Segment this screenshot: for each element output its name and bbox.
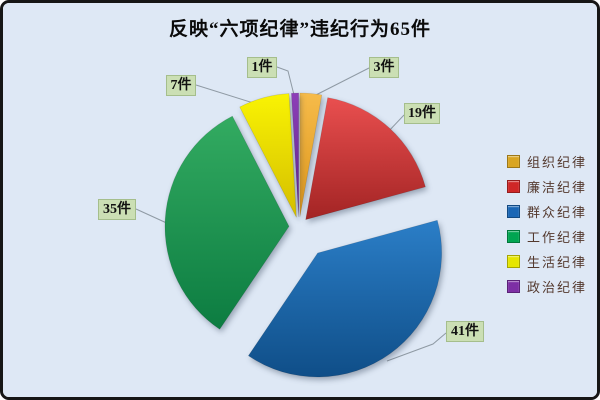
legend-swatch-icon	[507, 180, 520, 193]
chart-title: 反映“六项纪律”违纪行为65件	[168, 19, 431, 40]
pie-slice-1	[305, 97, 426, 221]
data-label-gongzuo: 35件	[98, 199, 136, 220]
legend-label: 群众纪律	[527, 205, 588, 220]
pie-slice-3	[164, 115, 290, 330]
legend-label: 政治纪律	[527, 280, 588, 295]
legend-item-shenghuo: 生活纪律	[507, 249, 587, 274]
legend: 组织纪律 廉洁纪律 群众纪律 工作纪律 生活纪律 政治纪律	[507, 149, 587, 299]
legend-swatch-icon	[507, 205, 520, 218]
legend-item-lianjie: 廉洁纪律	[507, 174, 587, 199]
pie-slice-5	[291, 92, 299, 218]
pie-slice-2	[247, 219, 442, 378]
data-label-lianjie: 19件	[404, 103, 440, 124]
callout-line-5	[276, 66, 296, 100]
legend-item-zhengzhi: 政治纪律	[507, 274, 587, 299]
legend-item-qunzhong: 群众纪律	[507, 199, 587, 224]
pie-chart	[135, 66, 447, 378]
legend-item-gongzuo: 工作纪律	[507, 224, 587, 249]
callout-line-2	[386, 332, 447, 362]
data-label-zuzhi: 3件	[369, 57, 399, 78]
legend-label: 工作纪律	[527, 230, 588, 245]
pie-slice-0	[299, 92, 323, 218]
data-label-qunzhong: 41件	[446, 321, 484, 342]
legend-label: 廉洁纪律	[527, 180, 588, 195]
data-label-shenghuo: 7件	[166, 75, 196, 96]
legend-swatch-icon	[507, 155, 520, 168]
legend-swatch-icon	[507, 280, 520, 293]
legend-label: 组织纪律	[527, 155, 588, 170]
legend-item-zuzhi: 组织纪律	[507, 149, 587, 174]
callout-line-0	[309, 67, 370, 99]
legend-swatch-icon	[507, 230, 520, 243]
pie-slice-4	[239, 93, 297, 218]
legend-label: 生活纪律	[527, 255, 588, 270]
legend-swatch-icon	[507, 255, 520, 268]
data-label-zhengzhi: 1件	[247, 57, 277, 78]
